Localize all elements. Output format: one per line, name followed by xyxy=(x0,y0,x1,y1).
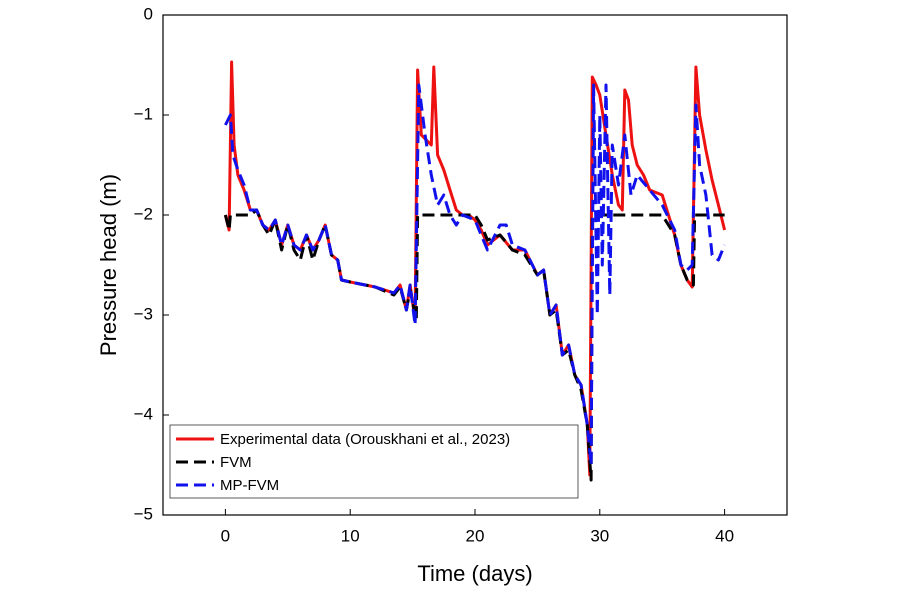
series-line xyxy=(223,60,727,477)
x-tick-label: 20 xyxy=(466,526,485,545)
legend-label: MP-FVM xyxy=(220,477,279,494)
x-tick-label: 40 xyxy=(715,526,734,545)
legend-label: Experimental data (Orouskhani et al., 20… xyxy=(220,431,510,448)
legend-box xyxy=(169,424,579,499)
x-tick-label: 10 xyxy=(341,526,360,545)
legend-label: FVM xyxy=(220,454,252,471)
y-axis-label: Pressure head (m) xyxy=(96,174,121,356)
y-tick-label: −3 xyxy=(134,304,153,323)
x-axis-label: Time (days) xyxy=(417,561,532,586)
x-tick-label: 0 xyxy=(221,526,230,545)
y-tick-label: −2 xyxy=(134,204,153,223)
x-tick-label: 30 xyxy=(590,526,609,545)
y-tick-label: 0 xyxy=(144,4,153,23)
y-tick-label: −4 xyxy=(134,404,153,423)
series-line xyxy=(224,83,726,467)
y-tick-label: −5 xyxy=(134,504,153,523)
y-tick-label: −1 xyxy=(134,104,153,123)
